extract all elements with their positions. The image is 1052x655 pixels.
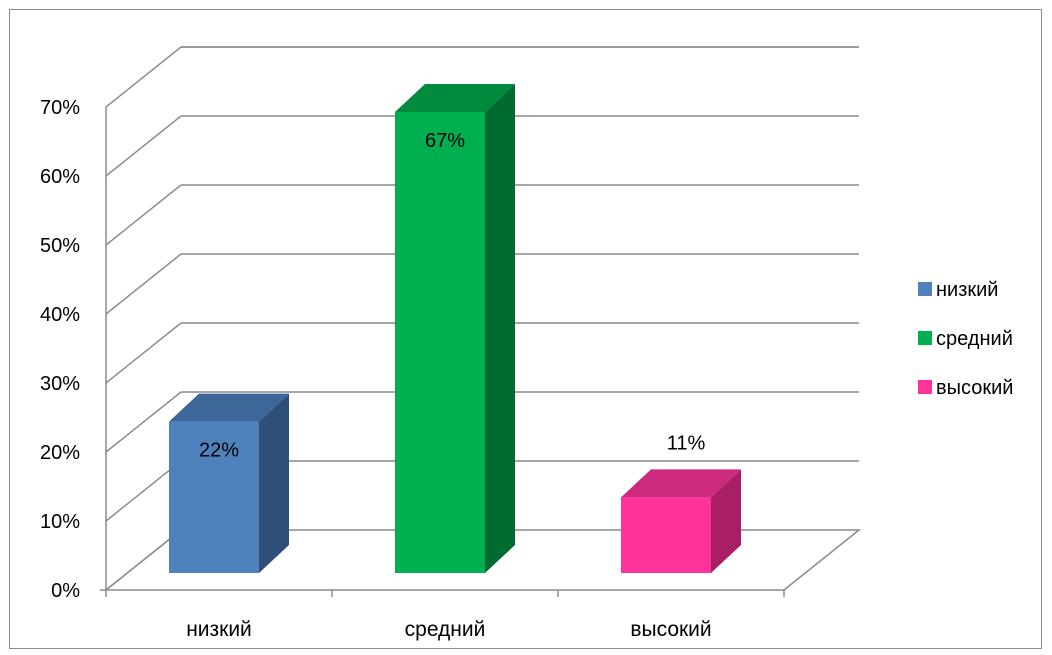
data-labels: 0% 10% 20% 30% 40% 50% 60% 70% 22% низкий 67% средн… bbox=[40, 97, 712, 641]
legend-entry: высокий bbox=[918, 377, 1013, 399]
y-tick-label: 50% bbox=[40, 235, 80, 257]
bar-side bbox=[259, 393, 289, 573]
y-tick-label: 10% bbox=[40, 511, 80, 533]
bar-front bbox=[621, 497, 711, 573]
bars bbox=[169, 84, 741, 573]
side-gridline bbox=[105, 460, 182, 522]
side-gridline bbox=[105, 184, 182, 246]
legend-entry: средний bbox=[918, 328, 1013, 350]
legend-swatch bbox=[918, 331, 932, 345]
side-gridline bbox=[105, 391, 182, 453]
legend-swatch bbox=[918, 380, 932, 394]
floor-outline bbox=[105, 529, 862, 591]
axes bbox=[100, 107, 785, 597]
legend-label: низкий bbox=[936, 279, 998, 301]
bar-front bbox=[395, 112, 485, 573]
bar-top bbox=[395, 84, 515, 112]
side-gridline bbox=[105, 115, 182, 177]
x-tick-label: средний bbox=[405, 618, 486, 641]
bar-side bbox=[485, 84, 515, 573]
legend-entry: низкий bbox=[918, 279, 998, 301]
y-tick-label: 0% bbox=[51, 580, 80, 602]
legend: низкий средний высокий bbox=[918, 279, 1013, 399]
legend-swatch bbox=[918, 282, 932, 296]
x-tick-label: высокий bbox=[630, 618, 711, 641]
legend-label: средний bbox=[936, 328, 1013, 350]
y-tick-label: 30% bbox=[40, 373, 80, 395]
bar-top bbox=[621, 469, 741, 498]
y-tick-label: 20% bbox=[40, 442, 80, 464]
bar-1 bbox=[169, 393, 289, 573]
side-gridline bbox=[105, 253, 182, 315]
bar-front bbox=[169, 421, 259, 573]
data-label: 22% bbox=[199, 440, 239, 462]
x-tick-label: низкий bbox=[186, 618, 252, 641]
side-gridline bbox=[105, 46, 182, 108]
data-label: 11% bbox=[667, 432, 706, 454]
bar-3 bbox=[621, 469, 741, 573]
bar-top bbox=[169, 393, 289, 422]
side-gridline bbox=[105, 322, 182, 384]
legend-label: высокий bbox=[936, 377, 1013, 399]
bar-side bbox=[711, 469, 741, 573]
y-tick-label: 60% bbox=[40, 166, 80, 188]
gridlines bbox=[105, 46, 862, 591]
y-tick-label: 70% bbox=[40, 97, 80, 119]
y-tick-label: 40% bbox=[40, 304, 80, 326]
data-label: 67% bbox=[425, 130, 465, 152]
bar-2 bbox=[395, 84, 515, 573]
